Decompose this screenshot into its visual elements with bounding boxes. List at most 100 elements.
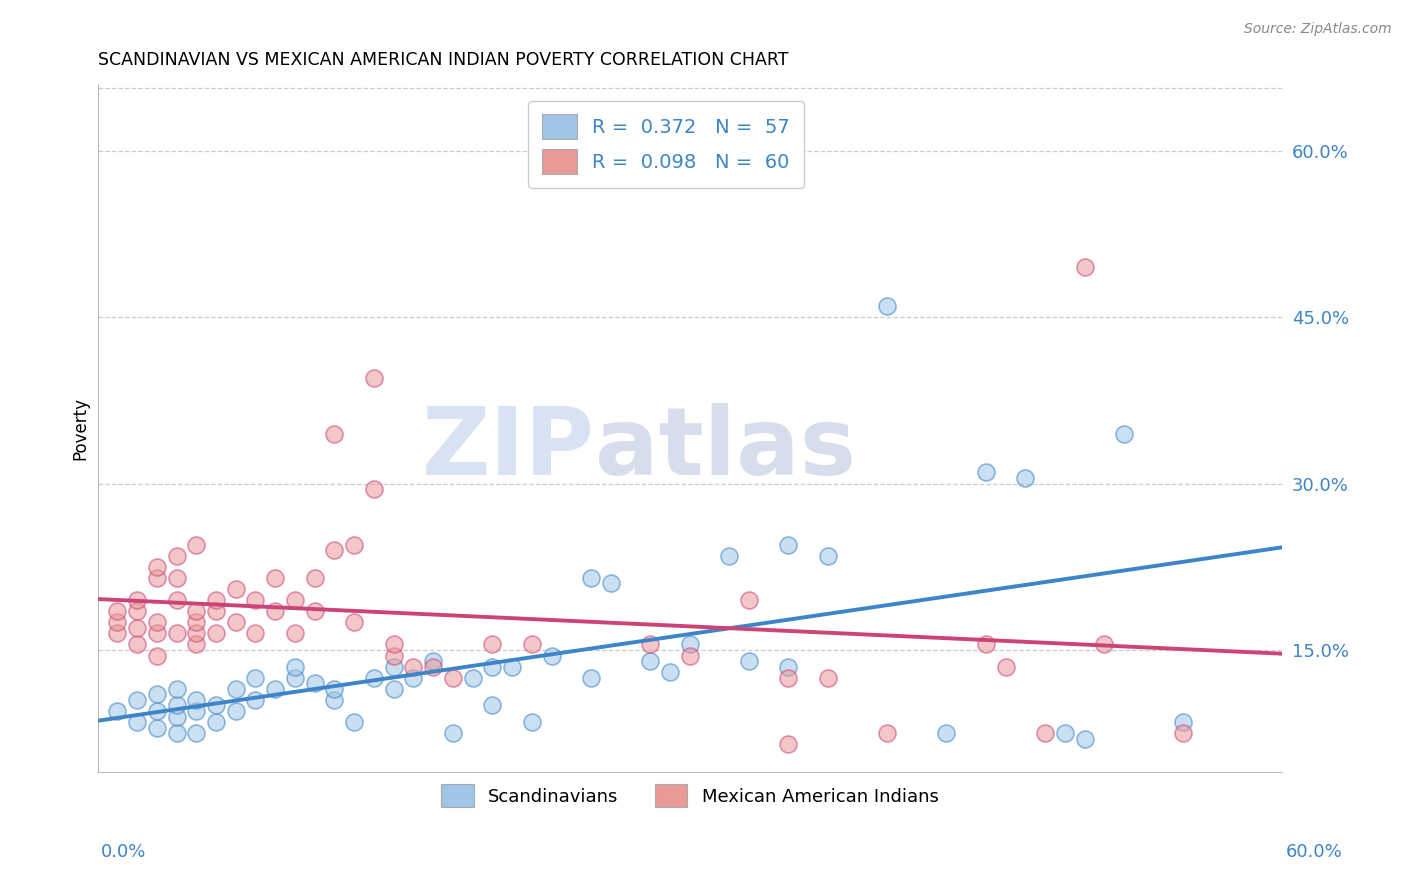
Point [876, 726, 898, 740]
Point [1173, 726, 1195, 740]
Point [264, 681, 287, 696]
Point [264, 571, 287, 585]
Point [579, 571, 602, 585]
Point [105, 604, 128, 618]
Point [640, 654, 662, 668]
Point [166, 549, 188, 563]
Point [186, 693, 208, 707]
Point [125, 638, 148, 652]
Point [778, 659, 800, 673]
Point [402, 659, 425, 673]
Point [186, 638, 208, 652]
Point [1033, 726, 1056, 740]
Point [778, 538, 800, 552]
Point [166, 726, 188, 740]
Point [245, 671, 267, 685]
Y-axis label: Poverty: Poverty [72, 397, 89, 459]
Point [245, 593, 267, 607]
Point [363, 482, 385, 496]
Point [105, 704, 128, 718]
Point [481, 638, 503, 652]
Point [817, 671, 839, 685]
Point [994, 659, 1017, 673]
Text: ZIP: ZIP [422, 403, 595, 495]
Point [382, 648, 405, 663]
Point [343, 715, 366, 730]
Point [304, 571, 326, 585]
Point [935, 726, 957, 740]
Point [876, 299, 898, 313]
Point [125, 715, 148, 730]
Point [738, 654, 761, 668]
Point [186, 604, 208, 618]
Point [323, 681, 346, 696]
Point [146, 626, 169, 640]
Point [579, 671, 602, 685]
Point [402, 671, 425, 685]
Point [146, 704, 169, 718]
Point [225, 582, 247, 596]
Point [225, 704, 247, 718]
Point [146, 648, 169, 663]
Point [1112, 426, 1135, 441]
Point [205, 593, 228, 607]
Point [520, 715, 543, 730]
Point [245, 626, 267, 640]
Point [382, 659, 405, 673]
Point [599, 576, 621, 591]
Point [718, 549, 741, 563]
Point [422, 659, 444, 673]
Point [501, 659, 523, 673]
Point [304, 676, 326, 690]
Point [441, 671, 464, 685]
Point [679, 648, 702, 663]
Point [186, 626, 208, 640]
Point [146, 559, 169, 574]
Point [166, 593, 188, 607]
Text: Source: ZipAtlas.com: Source: ZipAtlas.com [1244, 22, 1392, 37]
Point [382, 638, 405, 652]
Point [166, 571, 188, 585]
Point [363, 371, 385, 385]
Point [205, 715, 228, 730]
Point [1014, 471, 1036, 485]
Point [146, 687, 169, 701]
Point [679, 638, 702, 652]
Point [659, 665, 682, 680]
Point [125, 621, 148, 635]
Point [166, 698, 188, 713]
Point [284, 671, 307, 685]
Point [363, 671, 385, 685]
Point [225, 681, 247, 696]
Point [382, 681, 405, 696]
Point [304, 604, 326, 618]
Point [481, 659, 503, 673]
Point [105, 615, 128, 630]
Text: atlas: atlas [595, 403, 856, 495]
Point [974, 466, 997, 480]
Point [284, 626, 307, 640]
Point [146, 615, 169, 630]
Point [166, 681, 188, 696]
Point [264, 604, 287, 618]
Text: 60.0%: 60.0% [1286, 843, 1343, 861]
Point [166, 709, 188, 723]
Point [520, 638, 543, 652]
Point [441, 726, 464, 740]
Point [205, 604, 228, 618]
Point [186, 538, 208, 552]
Point [461, 671, 484, 685]
Point [125, 593, 148, 607]
Point [343, 615, 366, 630]
Point [481, 698, 503, 713]
Point [146, 721, 169, 735]
Point [1073, 260, 1095, 275]
Point [1092, 638, 1115, 652]
Point [125, 604, 148, 618]
Point [225, 615, 247, 630]
Point [125, 693, 148, 707]
Legend: Scandinavians, Mexican American Indians: Scandinavians, Mexican American Indians [434, 777, 946, 814]
Point [974, 638, 997, 652]
Point [343, 538, 366, 552]
Point [323, 693, 346, 707]
